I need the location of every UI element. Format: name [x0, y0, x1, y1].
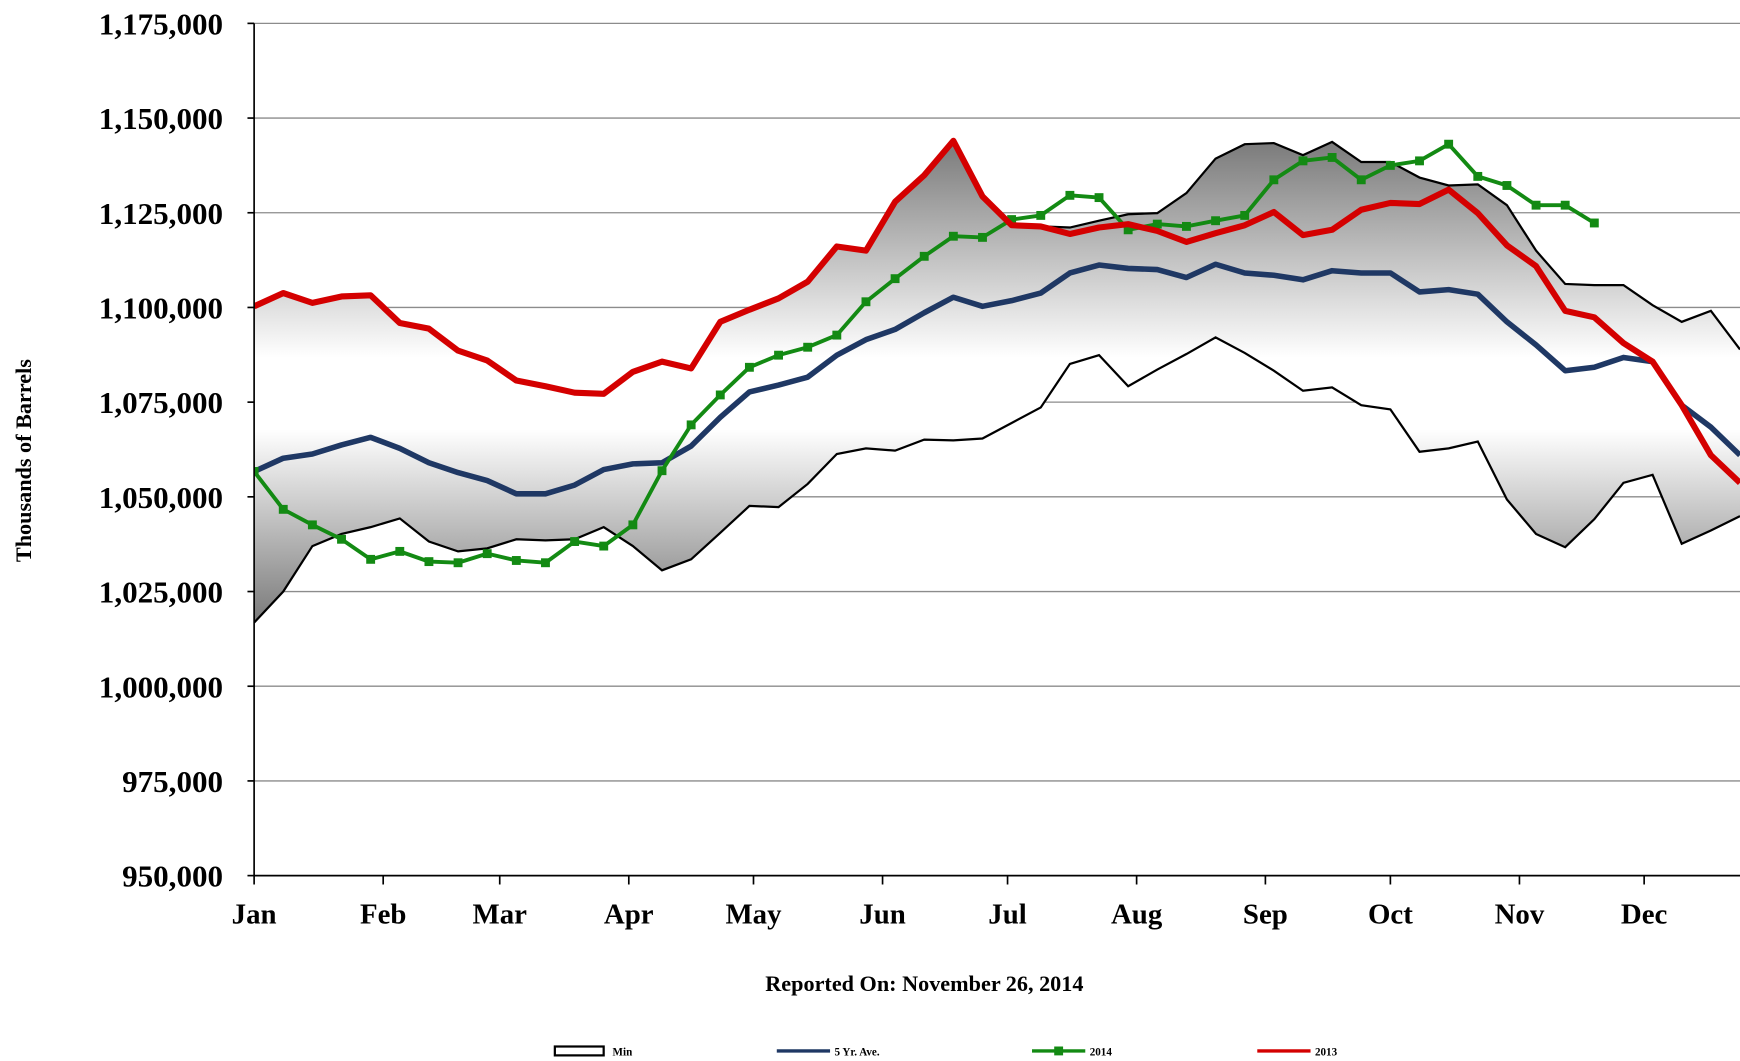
- series-marker: [541, 558, 550, 568]
- series-marker: [1385, 160, 1395, 170]
- series-marker: [774, 350, 783, 360]
- series-marker: [453, 558, 463, 568]
- series-marker: [715, 390, 725, 400]
- series-marker: [570, 537, 580, 546]
- series-line: [254, 261, 1740, 497]
- legend-marker: [1054, 1046, 1064, 1056]
- series-marker: [337, 534, 346, 544]
- series-marker: [511, 556, 521, 565]
- series-marker: [1211, 216, 1221, 226]
- legend-label: 5 Yr. Ave.: [834, 1046, 879, 1058]
- series-marker: [1094, 193, 1104, 203]
- range-band: [254, 140, 1740, 623]
- series-marker: [686, 420, 696, 430]
- legend-label: 2013: [1315, 1046, 1338, 1058]
- x-tick-label: Dec: [1621, 898, 1668, 930]
- series-marker: [424, 557, 434, 567]
- y-tick-label: 1,025,000: [99, 575, 223, 610]
- series-marker: [628, 520, 638, 530]
- y-axis-title: Thousands of Barrels: [11, 359, 36, 562]
- y-tick-label: 1,000,000: [99, 669, 223, 704]
- series-marker: [1123, 225, 1133, 235]
- series-marker: [890, 274, 900, 284]
- x-tick-label: Feb: [360, 898, 406, 930]
- series-marker: [1181, 221, 1191, 231]
- y-tick-label: 1,075,000: [99, 385, 223, 420]
- y-tick-label: 975,000: [122, 764, 223, 799]
- y-tick-label: 950,000: [122, 859, 223, 894]
- series-marker: [395, 546, 405, 556]
- series-marker: [1327, 153, 1337, 162]
- series-marker: [1444, 139, 1454, 149]
- y-tick-label: 1,125,000: [99, 196, 223, 231]
- x-tick-label: Jan: [232, 898, 277, 930]
- y-tick-label: 1,150,000: [99, 101, 223, 136]
- series-line: [254, 137, 1740, 486]
- series-marker: [1502, 181, 1512, 190]
- series-marker: [278, 504, 288, 514]
- plot-area: [254, 137, 1740, 624]
- series-marker: [1589, 218, 1599, 228]
- series-marker: [1065, 190, 1075, 200]
- series-marker: [657, 466, 667, 476]
- series-marker: [1356, 175, 1366, 185]
- x-tick-label: Jul: [988, 898, 1026, 930]
- series-marker: [1152, 219, 1162, 229]
- series-marker: [803, 342, 813, 352]
- series-marker: [366, 554, 376, 564]
- series-marker: [1240, 210, 1250, 220]
- x-tick-label: Apr: [604, 898, 654, 930]
- series-marker: [1531, 200, 1541, 210]
- legend-swatch: [553, 1045, 605, 1057]
- x-tick-label: Nov: [1495, 898, 1545, 930]
- series-marker: [1473, 171, 1483, 181]
- series-marker: [861, 297, 871, 307]
- series-marker: [948, 231, 958, 241]
- x-tick-label: Sep: [1243, 898, 1288, 930]
- y-tick-label: 1,175,000: [99, 6, 223, 41]
- x-axis-title: Reported On: November 26, 2014: [765, 971, 1083, 996]
- legend-label: 2014: [1090, 1046, 1113, 1058]
- legend-label: Min: [613, 1046, 633, 1058]
- series-marker: [832, 330, 842, 340]
- series-marker: [254, 467, 259, 476]
- series-marker: [919, 251, 929, 261]
- series-marker: [1560, 200, 1570, 210]
- series-marker: [978, 232, 987, 242]
- x-tick-label: Oct: [1368, 898, 1413, 930]
- min-line: [254, 336, 1740, 624]
- x-tick-label: Jun: [859, 898, 906, 930]
- x-tick-label: Mar: [473, 898, 528, 930]
- series-marker: [599, 541, 609, 551]
- x-tick-label: May: [725, 898, 782, 930]
- series-marker: [307, 520, 317, 530]
- series-marker: [744, 362, 754, 372]
- series-marker: [482, 549, 492, 559]
- series-marker: [1269, 175, 1279, 185]
- series-marker: [1036, 210, 1046, 220]
- series-marker: [1298, 156, 1308, 166]
- x-tick-label: Aug: [1111, 898, 1163, 930]
- y-tick-label: 1,100,000: [99, 291, 223, 326]
- series-marker: [1007, 215, 1017, 225]
- series-marker: [1415, 156, 1424, 166]
- y-tick-label: 1,050,000: [99, 480, 223, 515]
